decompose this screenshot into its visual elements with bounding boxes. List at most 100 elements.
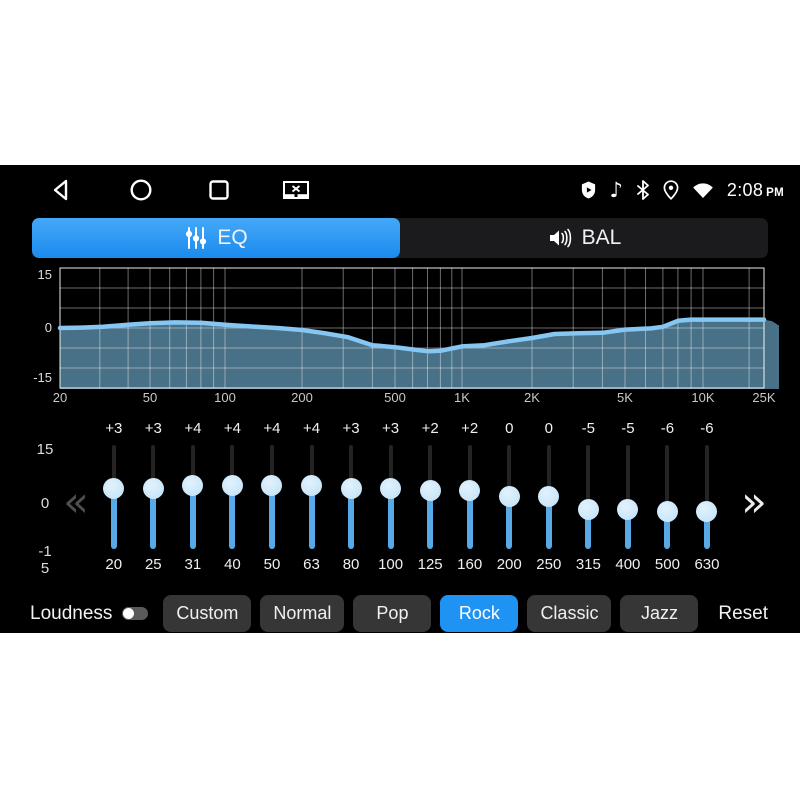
slider-track-fill — [506, 496, 513, 549]
eq-band-160: +2 160 — [450, 418, 490, 573]
band-freq-label: 500 — [654, 556, 680, 573]
graph-x-tick: 1K — [454, 390, 470, 405]
band-freq-label: 100 — [378, 556, 404, 573]
slider-handle[interactable] — [617, 498, 639, 520]
next-bands-button[interactable]: » — [741, 477, 767, 526]
slider-track-fill — [348, 488, 355, 549]
bluetooth-icon — [637, 180, 649, 200]
band-slider[interactable] — [134, 445, 174, 549]
slider-handle[interactable] — [459, 480, 481, 502]
slider-track-fill — [229, 485, 236, 549]
slider-handle[interactable] — [380, 477, 402, 499]
band-freq-label: 63 — [303, 556, 320, 573]
slider-handle[interactable] — [221, 475, 243, 497]
loudness-toggle[interactable] — [122, 607, 149, 620]
slider-track — [625, 445, 630, 549]
band-slider[interactable] — [450, 445, 490, 549]
slider-track-fill — [664, 511, 671, 549]
band-slider[interactable] — [410, 445, 450, 549]
band-freq-label: 250 — [536, 556, 562, 573]
preset-classic[interactable]: Classic — [527, 595, 612, 632]
slider-handle[interactable] — [261, 475, 283, 497]
footer-bar: Loudness Custom Normal Pop Rock Classic Jazz … — [30, 595, 768, 632]
band-value-label: -5 — [581, 420, 595, 437]
slider-track-fill — [466, 490, 473, 549]
music-note-icon: ♪ — [609, 177, 623, 202]
slider-handle[interactable] — [103, 477, 125, 499]
slider-handle[interactable] — [340, 477, 362, 499]
band-slider[interactable] — [608, 445, 648, 549]
band-slider[interactable] — [173, 445, 213, 549]
status-icons: ♪ 2:08 PM — [580, 165, 785, 215]
slider-scale-min: -15 — [38, 543, 52, 577]
band-slider[interactable] — [213, 445, 253, 549]
preset-jazz[interactable]: Jazz — [620, 595, 699, 632]
tab-eq[interactable]: EQ — [32, 218, 400, 258]
graph-x-tick: 50 — [143, 390, 157, 405]
slider-track-fill — [150, 488, 157, 549]
eq-band-50: +4 50 — [252, 418, 292, 573]
eq-band-630: -6 630 — [687, 418, 727, 573]
slider-handle[interactable] — [419, 480, 441, 502]
band-slider[interactable] — [529, 445, 569, 549]
graph-x-tick: 2K — [524, 390, 540, 405]
band-freq-label: 31 — [184, 556, 202, 573]
preset-normal[interactable]: Normal — [260, 595, 345, 632]
band-slider[interactable] — [569, 445, 609, 549]
back-button[interactable] — [49, 165, 73, 215]
recents-button[interactable] — [207, 165, 231, 215]
band-freq-label: 630 — [694, 556, 720, 573]
band-slider[interactable] — [371, 445, 411, 549]
band-value-label: -5 — [621, 420, 635, 437]
slider-handle[interactable] — [696, 501, 718, 523]
band-slider[interactable] — [94, 445, 134, 549]
slider-handle[interactable] — [538, 485, 560, 507]
slider-handle[interactable] — [182, 475, 204, 497]
slider-track-fill — [387, 488, 394, 549]
preset-custom[interactable]: Custom — [163, 595, 252, 632]
slider-track-fill — [427, 490, 434, 549]
reset-button[interactable]: Reset — [718, 602, 768, 624]
slider-track-fill — [308, 485, 315, 549]
band-slider[interactable] — [252, 445, 292, 549]
band-freq-label: 125 — [417, 556, 443, 573]
band-value-label: +3 — [105, 420, 123, 437]
slider-handle[interactable] — [301, 475, 322, 497]
band-slider[interactable] — [331, 445, 371, 549]
band-slider[interactable] — [292, 445, 332, 549]
tab-bal[interactable]: BAL — [400, 218, 768, 258]
tab-eq-label: EQ — [217, 226, 248, 249]
band-value-label: -6 — [700, 420, 714, 437]
eq-band-250: 0 250 — [529, 418, 569, 573]
eq-band-63: +4 63 — [292, 418, 332, 573]
band-value-label: +4 — [223, 420, 241, 437]
eq-band-400: -5 400 — [608, 418, 648, 573]
band-slider[interactable] — [648, 445, 688, 549]
band-freq-label: 80 — [342, 556, 360, 573]
preset-buttons: Custom Normal Pop Rock Classic Jazz — [163, 595, 699, 632]
graph-x-tick: 10K — [691, 390, 714, 405]
eq-band-315: -5 315 — [569, 418, 609, 573]
slider-handle[interactable] — [577, 498, 599, 520]
band-freq-label: 20 — [105, 556, 123, 573]
graph-x-tick: 25K — [752, 390, 775, 405]
slider-handle[interactable] — [656, 501, 678, 523]
preset-pop[interactable]: Pop — [353, 595, 432, 632]
slider-handle[interactable] — [142, 477, 164, 499]
band-freq-label: 40 — [224, 556, 241, 573]
band-slider[interactable] — [687, 445, 727, 549]
slider-scale-zero: 0 — [40, 495, 50, 512]
band-slider[interactable] — [489, 445, 529, 549]
preset-rock[interactable]: Rock — [440, 595, 519, 632]
slider-track-fill — [268, 485, 275, 549]
graph-x-tick: 200 — [291, 390, 313, 405]
prev-bands-button[interactable]: « — [63, 477, 89, 526]
slider-track-fill — [703, 511, 710, 549]
home-button[interactable] — [129, 165, 153, 215]
status-bar: ♪ 2:08 PM — [0, 165, 800, 215]
recents-icon — [209, 180, 229, 200]
tab-bar: EQ BAL — [32, 218, 768, 258]
slider-handle[interactable] — [498, 485, 520, 507]
screen-off-button[interactable] — [281, 165, 311, 215]
